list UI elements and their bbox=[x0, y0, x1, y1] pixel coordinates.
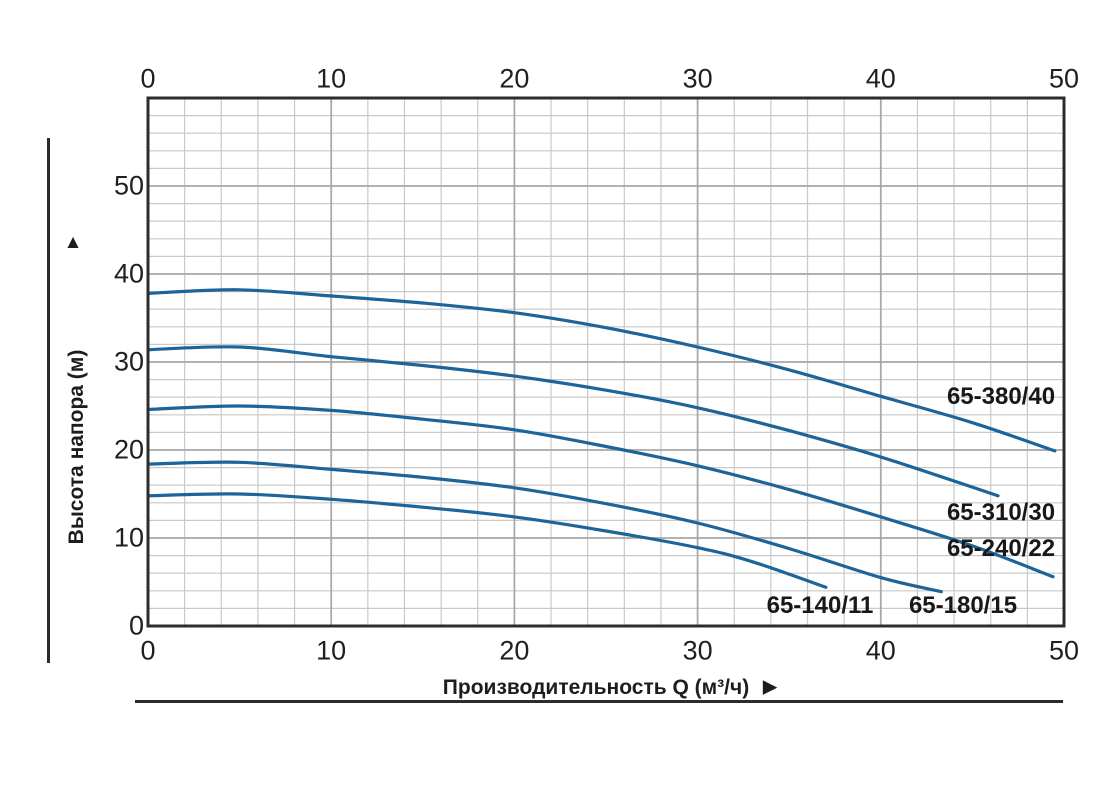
x-tick-label-top: 30 bbox=[682, 63, 713, 94]
x-tick-label-bottom: 50 bbox=[1048, 635, 1080, 666]
curve-label-65-140/11: 65-140/11 bbox=[766, 592, 874, 619]
curve-label-65-240/22: 65-240/22 bbox=[946, 535, 1056, 562]
curve-label-65-310/30: 65-310/30 bbox=[946, 499, 1056, 526]
pump-curve-65-380/40 bbox=[146, 288, 1057, 453]
y-tick-label: 40 bbox=[113, 258, 144, 289]
x-tick-label-bottom: 20 bbox=[499, 635, 530, 666]
pump-curve-65-240/22 bbox=[146, 404, 1055, 579]
x-tick-label-top: 40 bbox=[865, 63, 896, 94]
x-tick-label-bottom: 0 bbox=[140, 635, 156, 666]
x-axis-title: Производительность Q (м³/ч) bbox=[442, 676, 750, 699]
pump-curve-65-310/30 bbox=[146, 345, 1000, 498]
y-tick-label: 10 bbox=[113, 522, 144, 553]
y-axis-title-text: Высота напора (м) bbox=[65, 349, 88, 545]
y-axis-arrow-icon: ▲ bbox=[63, 232, 83, 253]
y-tick-label: 20 bbox=[113, 434, 144, 465]
x-tick-label-bottom: 30 bbox=[682, 635, 713, 666]
bottom-decorative-rule bbox=[135, 700, 1063, 703]
curve-label-65-380/40: 65-380/40 bbox=[946, 383, 1056, 410]
x-tick-label-bottom: 40 bbox=[865, 635, 896, 666]
x-tick-label-top: 50 bbox=[1048, 63, 1080, 94]
y-tick-label: 30 bbox=[113, 346, 144, 377]
x-tick-label-top: 20 bbox=[499, 63, 530, 94]
x-tick-label-top: 0 bbox=[140, 63, 156, 94]
pump-curve-65-180/15 bbox=[146, 460, 943, 594]
y-tick-label: 0 bbox=[128, 610, 144, 641]
curve-label-65-180/15: 65-180/15 bbox=[908, 592, 1018, 619]
left-decorative-rule bbox=[47, 138, 50, 663]
x-tick-label-top: 10 bbox=[316, 63, 347, 94]
y-tick-label: 50 bbox=[113, 170, 144, 201]
x-axis-arrow-icon: ▶ bbox=[762, 676, 778, 698]
pump-curve-65-140/11 bbox=[146, 492, 828, 589]
x-tick-label-bottom: 10 bbox=[316, 635, 347, 666]
